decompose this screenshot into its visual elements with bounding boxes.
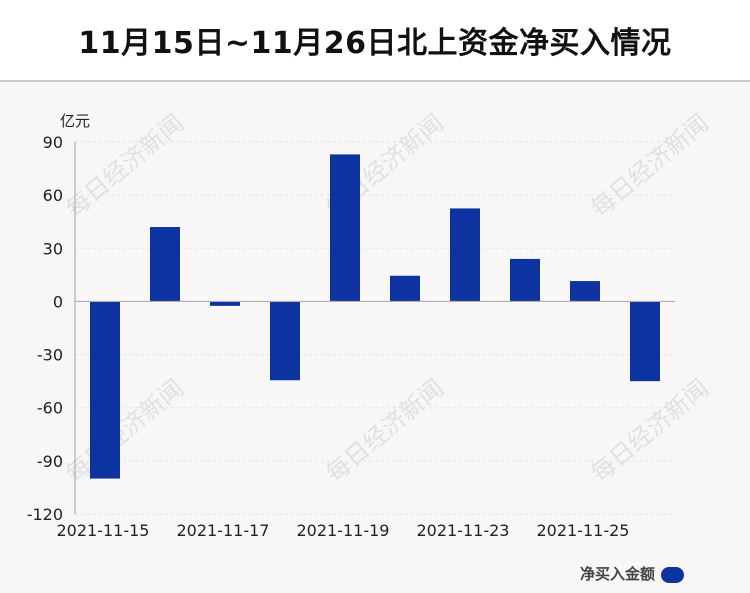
y-tick-labels: 90 60 30 0 -30 -60 -90 -120 xyxy=(27,133,63,524)
bar xyxy=(450,208,480,302)
bars xyxy=(90,154,660,479)
x-tick-label: 2021-11-15 xyxy=(57,521,150,540)
bar xyxy=(150,227,180,302)
bar xyxy=(510,258,540,302)
watermark-text: 每日经济新闻 xyxy=(586,374,714,488)
title-bar: 11月15日~11月26日北上资金净买入情况 xyxy=(0,0,750,82)
legend-swatch xyxy=(661,567,684,583)
y-tick-label: 60 xyxy=(43,186,63,205)
y-axis-unit-label: 亿元 xyxy=(60,112,90,130)
y-tick-label: 90 xyxy=(43,133,63,152)
bar xyxy=(390,275,420,302)
x-tick-label: 2021-11-19 xyxy=(297,521,390,540)
bar xyxy=(90,301,120,479)
legend-label: 净买入金额 xyxy=(580,565,655,583)
bar xyxy=(210,301,240,306)
watermark-text: 每日经济新闻 xyxy=(61,374,189,488)
x-tick-label: 2021-11-25 xyxy=(537,521,630,540)
x-tick-labels: 2021-11-15 2021-11-17 2021-11-19 2021-11-23… xyxy=(57,521,630,540)
bar xyxy=(330,154,360,302)
bar xyxy=(630,301,660,382)
bar xyxy=(270,301,300,381)
y-tick-label: -30 xyxy=(37,346,63,365)
y-tick-label: 0 xyxy=(53,292,63,311)
grid-lines xyxy=(75,141,675,515)
bar xyxy=(570,281,600,302)
legend: 净买入金额 xyxy=(580,565,684,583)
watermark-text: 每日经济新闻 xyxy=(321,374,449,488)
chart-title: 11月15日~11月26日北上资金净买入情况 xyxy=(78,26,672,61)
y-tick-label: -120 xyxy=(27,505,63,524)
x-tick-label: 2021-11-23 xyxy=(417,521,510,540)
y-tick-label: 30 xyxy=(43,239,63,258)
watermark-text: 每日经济新闻 xyxy=(586,109,714,223)
axes xyxy=(74,142,675,514)
y-tick-label: -90 xyxy=(37,452,63,471)
y-tick-label: -60 xyxy=(37,399,63,418)
x-tick-label: 2021-11-17 xyxy=(177,521,270,540)
